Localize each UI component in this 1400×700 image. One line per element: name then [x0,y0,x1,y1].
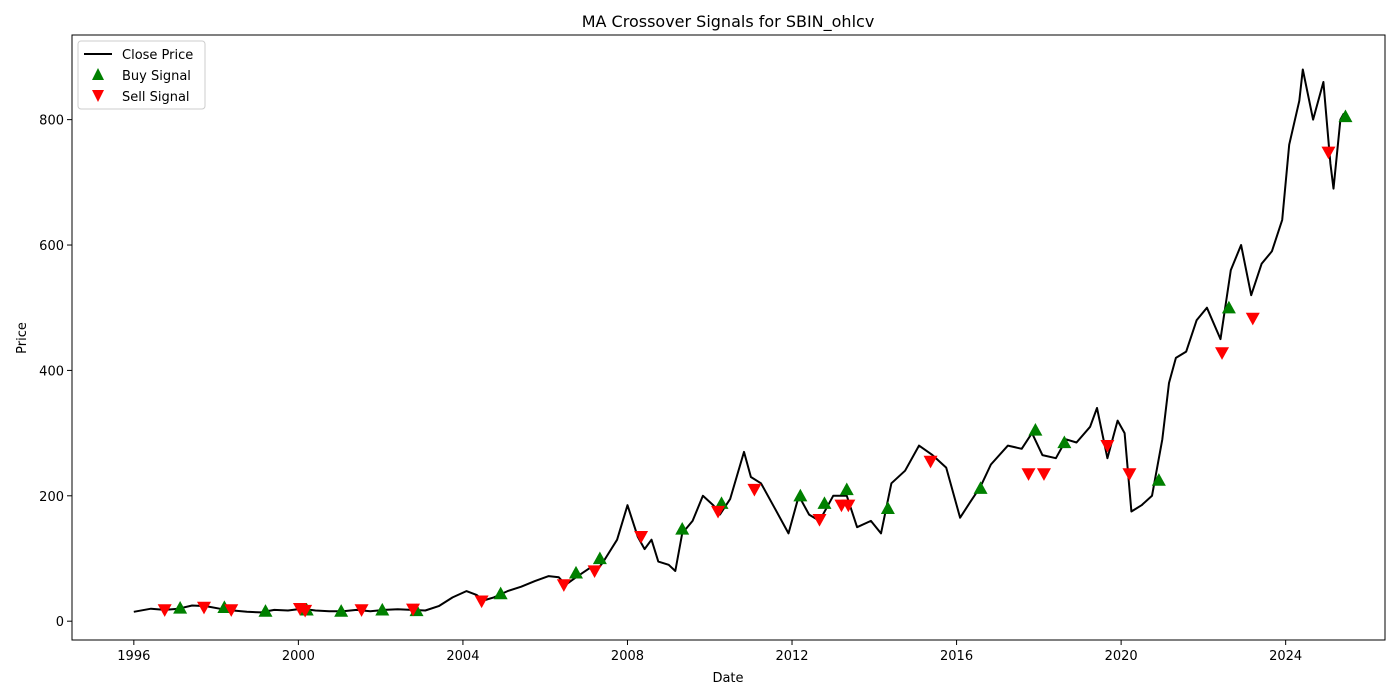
legend-sell-marker [92,90,104,102]
buy-signal-marker [493,586,508,600]
x-tick-label: 2020 [1105,649,1138,664]
plot-area [71,34,1386,641]
buy-signal-marker [817,496,832,509]
sell-signal-marker [711,505,726,519]
x-axis-label: Date [712,671,743,686]
buy-signal-marker [973,481,988,494]
sell-signal-marker [747,483,762,497]
sell-signal-marker [812,514,827,527]
buy-signal-marker [375,602,390,616]
sell-signal-marker [841,499,856,513]
y-axis-label: Price [15,322,30,354]
chart-title: MA Crossover Signals for SBIN_ohlcv [582,12,875,32]
y-axis: 0 200 400 600 800 [39,114,72,630]
legend-box [77,40,206,110]
x-tick-label: 2004 [446,649,479,664]
buy-signal-marker [334,604,349,617]
x-tick-label: 1996 [117,649,150,664]
buy-signal-marker [258,604,273,617]
sell-signal-marker [1215,347,1230,360]
x-tick-label: 2012 [775,649,808,664]
x-tick-label: 2008 [611,649,644,664]
sell-signal-marker [1036,468,1051,481]
sell-signal-marker [157,604,172,617]
legend-sell-label: Sell Signal [122,90,190,105]
legend-buy-label: Buy Signal [122,69,191,84]
buy-signal-marker [675,522,690,535]
sell-signal-marker [474,595,489,609]
y-tick-label: 200 [39,490,64,505]
x-axis: 1996 2000 2004 2008 2012 2016 2020 2024 [117,640,1302,664]
buy-signal-marker [1057,435,1072,449]
buy-signal-marker [1221,300,1236,314]
x-tick-label: 2024 [1269,649,1302,664]
sell-signal-marker [923,455,938,469]
sell-signal-marker [196,601,211,615]
buy-signal-marker [1338,109,1353,123]
legend-buy-marker [92,68,104,80]
buy-signal-marker [793,488,808,502]
x-tick-label: 2000 [282,649,315,664]
buy-signal-marker [173,601,188,614]
sell-signal-marker [354,604,369,617]
sell-signal-marker [556,579,571,592]
buy-signal-marker [569,565,584,579]
sell-signal-marker [406,603,421,617]
x-tick-label: 2016 [940,649,973,664]
sell-signal-marker [1021,468,1036,481]
close-price-line [133,68,1345,614]
buy-signal-marker [714,496,729,509]
series-layer [133,68,1353,618]
buy-signal-marker [1028,422,1043,436]
y-tick-label: 600 [39,239,64,254]
sell-signal-marker [298,604,313,618]
y-tick-label: 400 [39,364,64,379]
legend-close-label: Close Price [122,48,193,63]
sell-signal-marker [634,530,649,544]
buy-signal-marker [839,482,854,496]
buy-signal-marker [592,551,607,565]
buy-signal-marker [1151,473,1166,486]
y-tick-label: 800 [39,114,64,129]
plot-frame [71,34,1386,641]
buy-signal-marker [880,501,895,514]
sell-signal-marker [1321,146,1336,160]
legend: Close Price Buy Signal Sell Signal [77,40,206,110]
y-tick-label: 0 [56,615,64,630]
sell-signal-marker [1100,440,1115,453]
sell-signal-marker [224,604,239,617]
sell-signal-marker [1122,468,1137,481]
sell-signal-marker [587,565,602,579]
sell-signal-marker [1245,312,1260,326]
